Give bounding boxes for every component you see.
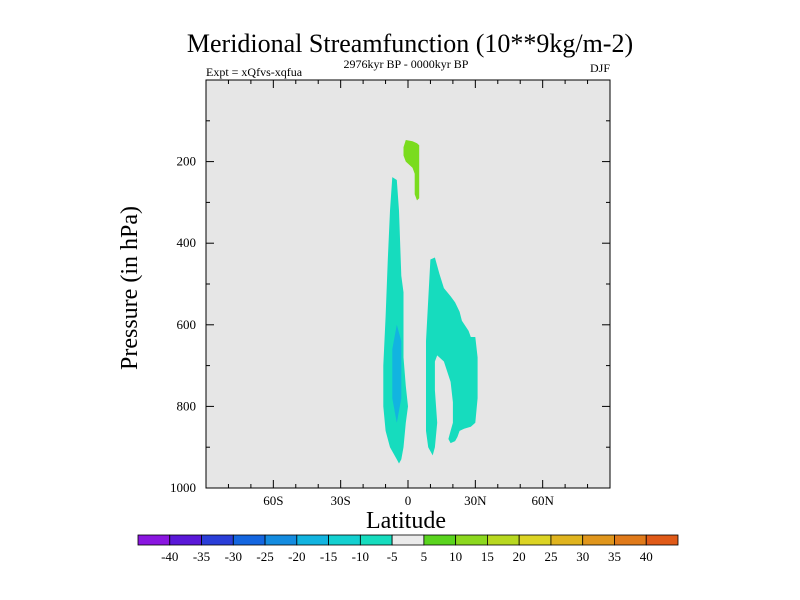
contour-regions [383, 140, 478, 464]
contour-region-negative-core-south [392, 324, 402, 423]
colorbar-swatch [169, 534, 202, 546]
colorbar-label: -25 [256, 549, 273, 564]
chart-subtitle-right: DJF [590, 61, 610, 75]
x-tick-label: 60S [263, 493, 283, 508]
contour-region-positive-cell-upper [403, 140, 420, 201]
colorbar [137, 534, 679, 546]
colorbar-label: 10 [449, 549, 462, 564]
contour-region-negative-cell-north [426, 257, 478, 456]
x-tick-label: 0 [405, 493, 412, 508]
y-tick-label: 600 [177, 317, 197, 332]
colorbar-swatch [201, 534, 234, 546]
y-axis-label: Pressure (in hPa) [117, 206, 143, 370]
colorbar-label: -5 [387, 549, 398, 564]
y-tick-label: 400 [177, 235, 197, 250]
colorbar-label: 30 [576, 549, 589, 564]
colorbar-swatch [614, 534, 647, 546]
colorbar-label: 25 [544, 549, 557, 564]
colorbar-swatch [264, 534, 298, 546]
colorbar-swatch [391, 534, 425, 546]
colorbar-swatch [487, 534, 520, 546]
colorbar-label: -10 [352, 549, 369, 564]
colorbar-swatch [328, 534, 361, 546]
colorbar-labels: -40 -35 -30 -25 -20 -15 -10 -5 5 10 15 20 25 30 35 40 [161, 549, 653, 564]
colorbar-swatch [137, 534, 171, 546]
x-tick-label: 30N [464, 493, 487, 508]
colorbar-label: 40 [640, 549, 653, 564]
colorbar-label: 20 [513, 549, 526, 564]
colorbar-swatch [232, 534, 266, 546]
colorbar-swatch [423, 534, 457, 546]
axis-tick-labels: 60S 30S 0 30N 60N 200 400 600 800 1000 [170, 154, 554, 508]
plot-frame [205, 79, 611, 489]
chart-subtitle-left: Expt = xQfvs-xqfua [206, 65, 303, 79]
contour-region-negative-cell-south [383, 177, 408, 464]
colorbar-swatch [296, 534, 329, 546]
chart-subtitle-center: 2976kyr BP - 0000kyr BP [344, 57, 469, 71]
colorbar-label: 5 [421, 549, 428, 564]
y-tick-label: 800 [177, 398, 197, 413]
x-tick-label: 60N [531, 493, 554, 508]
colorbar-swatch [518, 534, 552, 546]
colorbar-label: -40 [161, 549, 178, 564]
colorbar-label: -30 [225, 549, 242, 564]
x-axis-label: Latitude [366, 508, 446, 534]
y-tick-label: 200 [177, 154, 197, 169]
y-tick-label: 1000 [170, 480, 196, 495]
colorbar-label: 35 [608, 549, 621, 564]
colorbar-swatch [359, 534, 393, 546]
colorbar-swatch [582, 534, 615, 546]
chart-title: Meridional Streamfunction (10**9kg/m-2) [187, 29, 633, 58]
colorbar-label: -35 [193, 549, 210, 564]
colorbar-swatch [645, 534, 679, 546]
x-tick-label: 30S [331, 493, 351, 508]
colorbar-label: -20 [288, 549, 305, 564]
colorbar-label: -15 [320, 549, 337, 564]
colorbar-swatch [455, 534, 488, 546]
colorbar-swatch [550, 534, 584, 546]
colorbar-label: 15 [481, 549, 494, 564]
